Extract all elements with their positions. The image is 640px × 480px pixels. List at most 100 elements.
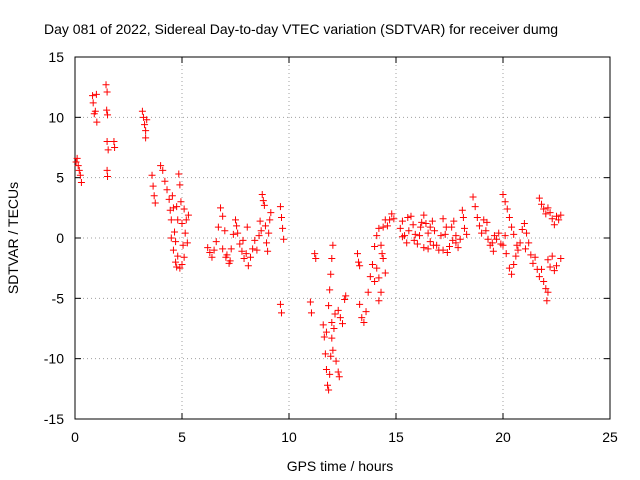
data-point bbox=[513, 241, 521, 249]
data-point bbox=[508, 270, 516, 278]
data-point bbox=[265, 229, 273, 237]
data-point bbox=[339, 320, 346, 328]
data-point bbox=[89, 99, 97, 107]
y-tick-label: 10 bbox=[48, 109, 64, 125]
data-point bbox=[320, 333, 328, 341]
data-point bbox=[429, 241, 437, 249]
data-point bbox=[366, 273, 374, 281]
data-point bbox=[336, 314, 344, 322]
data-point bbox=[488, 239, 496, 247]
data-point bbox=[398, 233, 406, 241]
data-point bbox=[362, 308, 370, 316]
data-point bbox=[535, 194, 543, 202]
data-point bbox=[259, 197, 267, 205]
data-point bbox=[407, 212, 415, 220]
data-point bbox=[75, 166, 83, 174]
data-point bbox=[404, 213, 412, 221]
data-point bbox=[557, 211, 565, 219]
data-point bbox=[446, 242, 453, 250]
x-tick-label: 25 bbox=[602, 429, 618, 445]
data-point bbox=[180, 253, 188, 261]
data-point bbox=[246, 253, 254, 261]
data-point bbox=[437, 232, 445, 240]
chart-title: Day 081 of 2022, Sidereal Day-to-day VTE… bbox=[44, 21, 558, 37]
data-point bbox=[236, 240, 244, 248]
data-point bbox=[334, 368, 342, 376]
data-point bbox=[258, 191, 266, 199]
data-point bbox=[328, 255, 336, 263]
data-point bbox=[227, 245, 235, 253]
data-point bbox=[165, 195, 173, 203]
data-point bbox=[531, 253, 539, 261]
data-point bbox=[175, 170, 183, 178]
data-point bbox=[229, 230, 237, 238]
data-point bbox=[456, 235, 464, 243]
data-point bbox=[169, 204, 177, 212]
data-point bbox=[388, 210, 396, 218]
data-point bbox=[540, 205, 548, 213]
data-point bbox=[499, 191, 507, 199]
data-point bbox=[157, 162, 165, 170]
data-point bbox=[238, 247, 246, 255]
data-point bbox=[439, 215, 447, 223]
data-point bbox=[312, 255, 320, 263]
data-point bbox=[321, 350, 329, 358]
data-point bbox=[553, 212, 560, 220]
data-point bbox=[142, 127, 150, 135]
data-point bbox=[471, 203, 479, 211]
data-point bbox=[490, 232, 498, 240]
data-point bbox=[544, 204, 552, 212]
data-point bbox=[77, 178, 85, 186]
data-point bbox=[495, 229, 503, 237]
data-point bbox=[383, 222, 391, 230]
data-point bbox=[544, 256, 552, 264]
data-point bbox=[184, 211, 192, 219]
data-point bbox=[364, 288, 372, 296]
data-point bbox=[378, 250, 386, 258]
data-point bbox=[403, 239, 411, 247]
data-point bbox=[329, 346, 337, 354]
data-point bbox=[342, 292, 350, 300]
data-point bbox=[331, 310, 339, 318]
data-point bbox=[172, 238, 180, 246]
data-point bbox=[375, 224, 383, 232]
data-point bbox=[459, 213, 467, 221]
data-point bbox=[379, 255, 387, 263]
data-point bbox=[208, 253, 216, 261]
data-point bbox=[460, 224, 468, 232]
data-point bbox=[111, 144, 119, 151]
data-point bbox=[371, 277, 379, 285]
data-point bbox=[381, 269, 389, 277]
data-point bbox=[478, 229, 486, 237]
data-point bbox=[482, 227, 490, 235]
data-point bbox=[548, 252, 556, 260]
data-point bbox=[483, 218, 491, 226]
data-point bbox=[398, 217, 406, 225]
data-point bbox=[502, 250, 510, 258]
data-point bbox=[266, 216, 274, 224]
data-point bbox=[518, 226, 526, 234]
data-point bbox=[169, 246, 177, 254]
x-axis-label: GPS time / hours bbox=[287, 458, 394, 474]
data-point bbox=[257, 227, 265, 235]
data-point bbox=[240, 255, 248, 263]
data-point bbox=[505, 213, 513, 221]
data-point bbox=[178, 261, 186, 269]
data-point bbox=[553, 262, 560, 270]
data-point bbox=[322, 328, 330, 336]
data-point bbox=[535, 273, 543, 281]
data-point bbox=[232, 216, 239, 224]
data-point bbox=[104, 172, 112, 180]
data-point bbox=[377, 241, 385, 249]
data-point bbox=[149, 182, 157, 190]
data-point bbox=[420, 211, 428, 219]
data-point bbox=[267, 209, 275, 217]
data-point bbox=[222, 253, 230, 261]
data-point bbox=[473, 213, 481, 221]
data-point bbox=[263, 239, 271, 247]
data-point bbox=[356, 300, 364, 308]
data-point bbox=[206, 248, 214, 256]
data-point bbox=[159, 166, 167, 174]
data-point bbox=[249, 245, 257, 253]
data-point bbox=[450, 217, 458, 225]
